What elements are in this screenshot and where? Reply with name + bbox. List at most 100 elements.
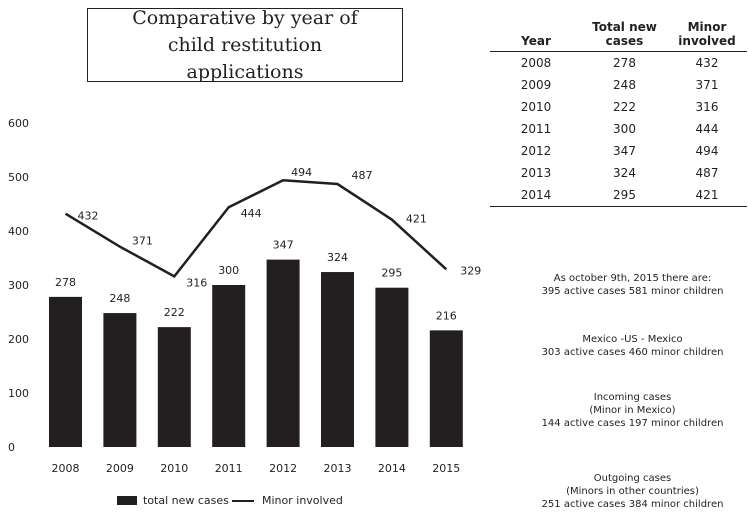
cell-total: 324 <box>613 166 636 180</box>
note-line: 144 active cases 197 minor children <box>541 418 724 429</box>
bar <box>103 313 137 447</box>
chart-title: Comparative by year of child restitution… <box>87 7 403 83</box>
cell-year: 2011 <box>520 122 552 136</box>
cell-minor: 494 <box>695 144 719 158</box>
cell-total: 295 <box>613 188 636 202</box>
note-line: (Minors in other countries) <box>566 486 699 497</box>
table-row: 2009 248 371 <box>490 74 747 96</box>
note-line: 303 active cases 460 minor children <box>541 347 724 358</box>
x-tick-label: 2012 <box>269 462 297 475</box>
bar-value-label: 347 <box>273 239 294 252</box>
cell-minor: 444 <box>695 122 719 136</box>
bar <box>266 259 300 447</box>
cell-total: 278 <box>613 56 636 70</box>
header-year: Year <box>521 34 551 48</box>
note-line: (Minor in Mexico) <box>589 405 676 416</box>
bar-value-labels: 278 248 222 300 347 324 295 216 <box>55 239 457 323</box>
table-row: 2012 347 494 <box>490 140 747 162</box>
line-value-label: 487 <box>352 169 373 182</box>
line-value-label: 329 <box>460 264 481 277</box>
bar-value-label: 222 <box>164 306 185 319</box>
note-incoming: Incoming cases (Minor in Mexico) 144 act… <box>500 391 748 430</box>
x-axis: 2008 2009 2010 2011 2012 2013 2014 2015 <box>52 462 461 475</box>
legend-line-entry: Minor involved <box>232 494 343 507</box>
combo-chart: 0 100 200 300 400 500 600 278 248 222 300 347 324 29… <box>8 117 482 475</box>
header-total-new-cases: Total new cases <box>592 20 657 48</box>
legend-bar-entry: total new cases <box>117 494 229 507</box>
note-line: As october 9th, 2015 there are: <box>553 273 712 284</box>
bar-value-label: 248 <box>109 292 130 305</box>
bar-value-label: 300 <box>218 264 239 277</box>
line-swatch <box>232 499 254 502</box>
y-tick-label: 600 <box>8 117 29 130</box>
line-value-label: 432 <box>78 210 99 223</box>
note-line: Mexico -US - Mexico <box>582 334 683 345</box>
table-row: 2008 278 432 <box>490 52 747 75</box>
cell-year: 2014 <box>520 188 552 202</box>
bar <box>157 327 191 447</box>
line-value-label: 371 <box>132 235 153 248</box>
bar <box>321 272 354 447</box>
line-value-label: 444 <box>241 207 262 220</box>
cell-minor: 487 <box>695 166 719 180</box>
x-tick-label: 2009 <box>106 462 134 475</box>
x-tick-label: 2008 <box>52 462 80 475</box>
bar-swatch <box>117 496 137 505</box>
cell-total: 222 <box>613 100 636 114</box>
data-table: Year Total new cases Minor involved 2008… <box>490 20 747 207</box>
header-minor-involved: Minor involved <box>678 20 736 48</box>
legend-bar-label: total new cases <box>143 494 229 507</box>
bar-value-label: 278 <box>55 276 76 289</box>
line-value-label: 421 <box>406 213 427 226</box>
note-line: 395 active cases 581 minor children <box>541 286 724 297</box>
x-tick-label: 2014 <box>378 462 406 475</box>
cell-year: 2009 <box>520 78 552 92</box>
bar <box>212 285 246 447</box>
bar <box>429 330 463 447</box>
x-tick-label: 2015 <box>432 462 460 475</box>
cell-minor: 316 <box>695 100 719 114</box>
cell-minor: 421 <box>695 188 719 202</box>
table-header-row: Year Total new cases Minor involved <box>490 20 747 52</box>
line-series <box>64 178 448 278</box>
table-row: 2010 222 316 <box>490 96 747 118</box>
x-tick-label: 2013 <box>324 462 352 475</box>
bar-series <box>49 259 463 447</box>
table-row: 2014 295 421 <box>490 184 747 207</box>
bar <box>375 287 409 447</box>
x-tick-label: 2010 <box>160 462 188 475</box>
note-outgoing: Outgoing cases (Minors in other countrie… <box>500 472 748 511</box>
note-line: 251 active cases 384 minor children <box>541 499 724 510</box>
cell-minor: 371 <box>695 78 719 92</box>
legend-line-label: Minor involved <box>262 494 343 507</box>
y-tick-label: 100 <box>8 387 29 400</box>
cell-total: 248 <box>613 78 636 92</box>
cell-year: 2013 <box>520 166 552 180</box>
y-axis: 0 100 200 300 400 500 600 <box>8 117 29 454</box>
cell-year: 2008 <box>520 56 552 70</box>
bar-value-label: 324 <box>327 251 348 264</box>
cell-year: 2010 <box>520 100 552 114</box>
bar <box>49 296 82 447</box>
cell-year: 2012 <box>520 144 552 158</box>
y-tick-label: 400 <box>8 225 29 238</box>
cell-total: 300 <box>613 122 636 136</box>
bar-value-label: 295 <box>381 267 402 280</box>
x-tick-label: 2011 <box>215 462 243 475</box>
table-row: 2011 300 444 <box>490 118 747 140</box>
table-row: 2013 324 487 <box>490 162 747 184</box>
y-tick-label: 300 <box>8 279 29 292</box>
note-mexico-us: Mexico -US - Mexico 303 active cases 460… <box>500 333 748 359</box>
cell-minor: 432 <box>695 56 719 70</box>
line-value-label: 316 <box>186 276 207 289</box>
line-value-labels: 432 371 316 444 494 487 421 329 <box>78 166 482 289</box>
note-line: Incoming cases <box>593 392 672 403</box>
bar-value-label: 216 <box>436 309 457 322</box>
cell-total: 347 <box>613 144 636 158</box>
note-line: Outgoing cases <box>593 473 672 484</box>
line-path <box>64 178 448 278</box>
y-tick-label: 0 <box>8 441 15 454</box>
note-total-active: As october 9th, 2015 there are: 395 acti… <box>500 272 748 298</box>
y-tick-label: 200 <box>8 333 29 346</box>
y-tick-label: 500 <box>8 171 29 184</box>
